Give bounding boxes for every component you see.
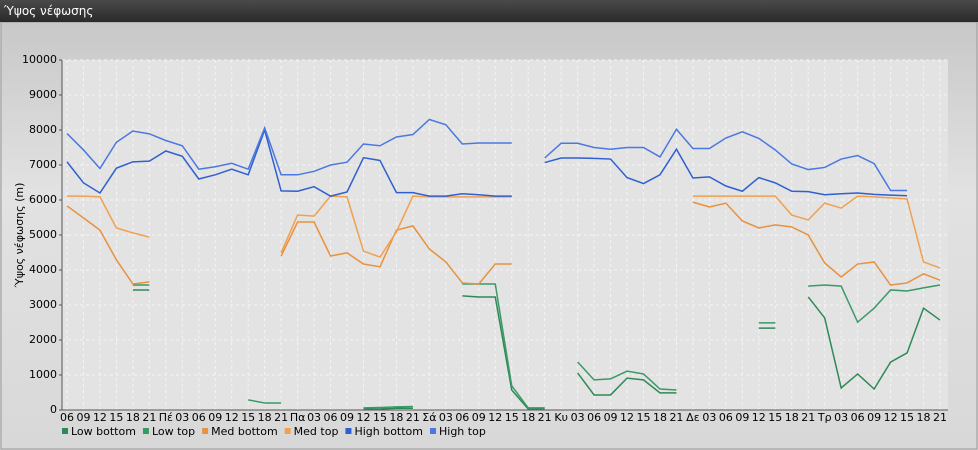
x-tick-label: 18 — [653, 411, 667, 424]
y-tick-label: 9000 — [29, 88, 57, 101]
legend-label: Med top — [294, 425, 339, 438]
x-tick-label: 06 — [851, 411, 865, 424]
series-line — [66, 127, 908, 197]
x-tick-label: 09 — [867, 411, 881, 424]
x-tick-label: 12 — [620, 411, 634, 424]
x-tick-label: 21 — [538, 411, 552, 424]
x-tick-label: 15 — [900, 411, 914, 424]
x-tick-label: 03 — [702, 411, 716, 424]
x-tick-label: 18 — [126, 411, 140, 424]
x-tick-label: Κυ — [554, 411, 568, 424]
x-tick-label: 21 — [274, 411, 288, 424]
x-tick-label: 09 — [208, 411, 222, 424]
legend-marker — [62, 428, 68, 434]
chart: Ύψος νέφωσης (m) 0 1000 2000 3000 4000 5000 60… — [0, 22, 978, 450]
x-tick-label: 18 — [785, 411, 799, 424]
x-tick-label: 06 — [587, 411, 601, 424]
y-tick-label: 10000 — [22, 53, 57, 66]
x-tick-label: 18 — [917, 411, 931, 424]
x-tick-label: 21 — [406, 411, 420, 424]
x-tick-label: 15 — [505, 411, 519, 424]
x-tick-label: 06 — [719, 411, 733, 424]
x-tick-label: 03 — [175, 411, 189, 424]
y-tick-label: 6000 — [29, 193, 57, 206]
x-tick-label: 06 — [324, 411, 338, 424]
y-tick-label: 2000 — [29, 333, 57, 346]
x-tick-label: 12 — [884, 411, 898, 424]
x-tick-label: 03 — [834, 411, 848, 424]
y-tick-label: 0 — [50, 403, 57, 416]
x-tick-label: Σά — [422, 411, 436, 424]
x-tick-label: 12 — [225, 411, 239, 424]
legend-marker — [142, 428, 149, 434]
legend-marker — [430, 428, 436, 434]
x-tick-label: 03 — [439, 411, 453, 424]
x-tick-label: 09 — [735, 411, 749, 424]
x-tick-label: 15 — [109, 411, 123, 424]
legend-label: Low top — [152, 425, 195, 438]
x-tick-label: 18 — [258, 411, 272, 424]
y-tick-label: 4000 — [29, 263, 57, 276]
x-tick-label: 09 — [472, 411, 486, 424]
legend-marker — [345, 428, 352, 434]
x-tick-label: 03 — [571, 411, 585, 424]
series-line — [132, 289, 941, 410]
x-tick-label: 15 — [768, 411, 782, 424]
y-tick-label: 1000 — [29, 368, 57, 381]
x-tick-label: 12 — [356, 411, 370, 424]
x-tick-label: 15 — [373, 411, 387, 424]
legend-marker — [284, 428, 291, 434]
x-tick-label: 09 — [604, 411, 618, 424]
window-title: Ύψος νέφωσης — [0, 0, 978, 22]
y-axis-label: Ύψος νέφωσης (m) — [13, 183, 26, 289]
x-tick-label: Πα — [290, 411, 306, 424]
legend-label: Low bottom — [71, 425, 136, 438]
series-line — [66, 118, 908, 192]
x-tick-label: 18 — [389, 411, 403, 424]
x-tick-label: 21 — [142, 411, 156, 424]
legend-label: High top — [439, 425, 486, 438]
x-tick-label: 06 — [192, 411, 206, 424]
legend-label: Med bottom — [211, 425, 278, 438]
x-tick-label: 21 — [669, 411, 683, 424]
x-tick-label: 21 — [933, 411, 947, 424]
series-line — [67, 195, 941, 269]
x-tick-label: 12 — [488, 411, 502, 424]
legend-marker — [202, 428, 209, 434]
series-line — [132, 283, 941, 409]
x-tick-label: 03 — [307, 411, 321, 424]
x-tick-label: 12 — [93, 411, 107, 424]
x-tick-label: 12 — [752, 411, 766, 424]
y-tick-label: 5000 — [29, 228, 57, 241]
x-tick-label: Δε — [686, 411, 700, 424]
x-tick-label: 21 — [801, 411, 815, 424]
x-tick-label: 06 — [60, 411, 74, 424]
x-tick-label: 09 — [340, 411, 354, 424]
legend-label: High bottom — [354, 425, 423, 438]
x-tick-label: 15 — [241, 411, 255, 424]
y-tick-label: 8000 — [29, 123, 57, 136]
y-tick-label: 3000 — [29, 298, 57, 311]
x-tick-label: 06 — [455, 411, 469, 424]
x-tick-label: Πέ — [159, 411, 173, 424]
x-tick-label: 18 — [521, 411, 535, 424]
x-tick-label: 15 — [637, 411, 651, 424]
y-tick-label: 7000 — [29, 158, 57, 171]
x-tick-label: 09 — [76, 411, 90, 424]
x-tick-label: Τρ — [817, 411, 832, 424]
